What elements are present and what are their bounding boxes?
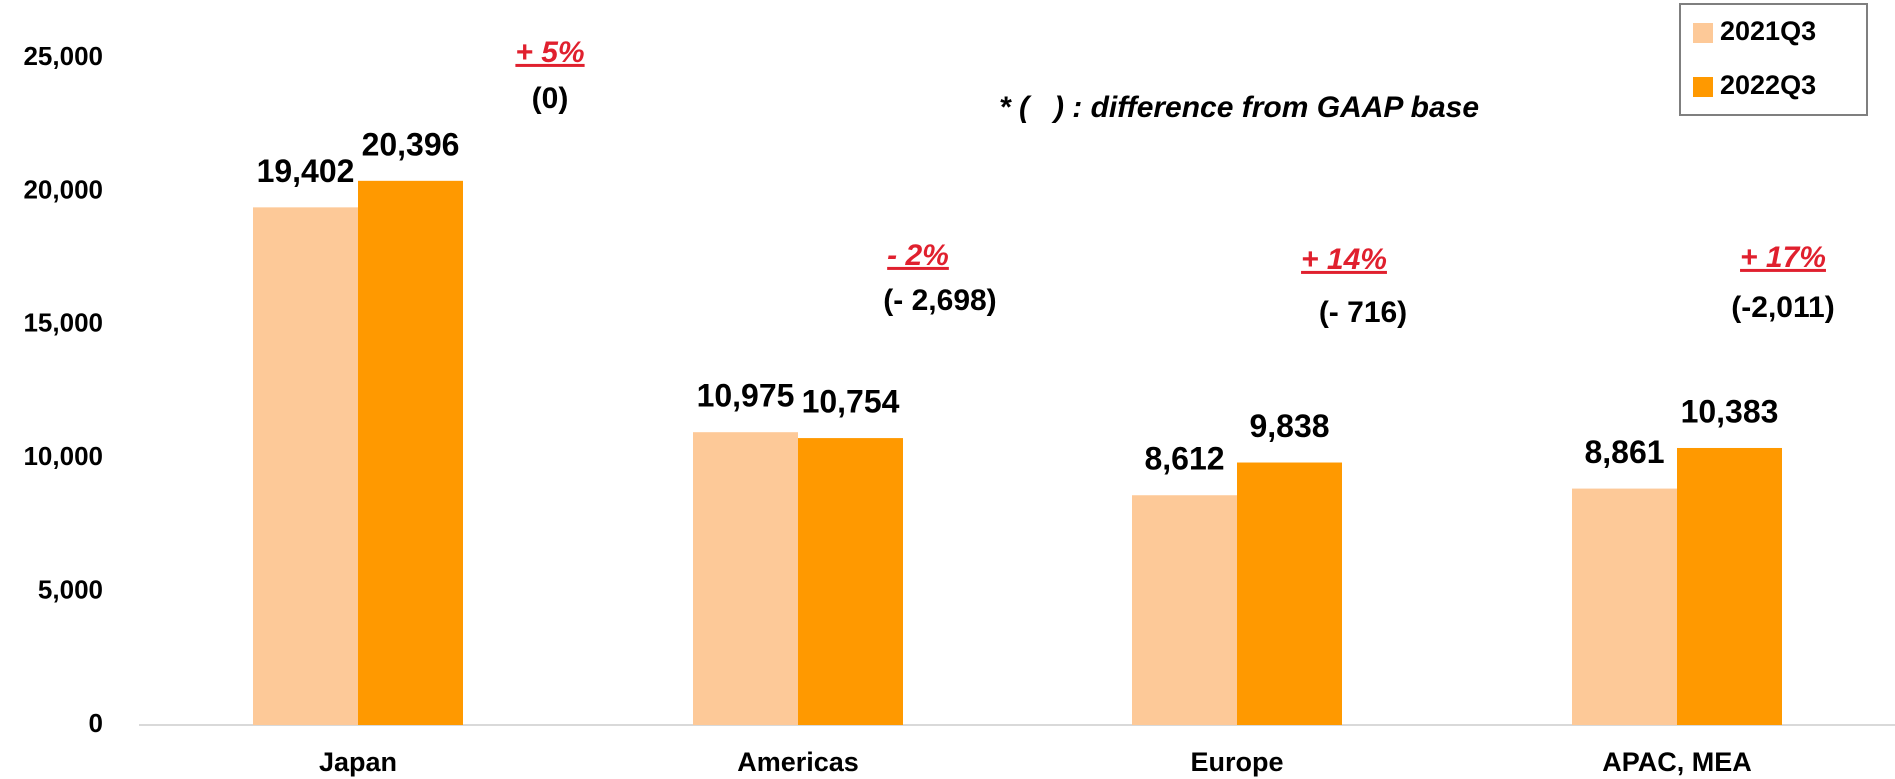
value-label: 20,396 bbox=[362, 126, 460, 162]
gaap-diff-label: (- 716) bbox=[1319, 296, 1407, 329]
legend-label: 2022Q3 bbox=[1720, 70, 1816, 100]
value-label: 9,838 bbox=[1249, 408, 1329, 444]
y-tick-label: 5,000 bbox=[38, 574, 103, 604]
value-label: 8,612 bbox=[1144, 441, 1224, 477]
x-tick-label: APAC, MEA bbox=[1602, 747, 1752, 777]
growth-label: + 17% bbox=[1740, 241, 1826, 274]
legend-label: 2021Q3 bbox=[1720, 16, 1816, 46]
legend-swatch bbox=[1693, 77, 1713, 97]
growth-label: + 14% bbox=[1301, 243, 1387, 276]
y-tick-label: 15,000 bbox=[23, 308, 103, 338]
bar bbox=[693, 432, 798, 725]
note: * ( ) : difference from GAAP base bbox=[999, 91, 1479, 124]
value-label: 19,402 bbox=[257, 153, 355, 189]
y-tick-label: 10,000 bbox=[23, 441, 103, 471]
x-tick-label: Japan bbox=[319, 747, 397, 777]
value-label: 10,975 bbox=[697, 378, 795, 414]
bar bbox=[1237, 462, 1342, 725]
bar bbox=[1132, 495, 1237, 725]
bar bbox=[1572, 488, 1677, 725]
legend-swatch bbox=[1693, 23, 1713, 43]
x-tick-label: Americas bbox=[737, 747, 859, 777]
y-tick-label: 0 bbox=[89, 708, 103, 738]
value-label: 10,754 bbox=[802, 384, 900, 420]
bar bbox=[253, 207, 358, 726]
value-label: 10,383 bbox=[1681, 393, 1779, 429]
y-tick-label: 20,000 bbox=[23, 174, 103, 204]
x-tick-label: Europe bbox=[1190, 747, 1283, 777]
growth-label: + 5% bbox=[515, 36, 584, 69]
gaap-diff-label: (0) bbox=[532, 82, 569, 115]
bar bbox=[1677, 447, 1782, 725]
value-label: 8,861 bbox=[1584, 434, 1664, 470]
gaap-diff-label: (-2,011) bbox=[1731, 291, 1834, 324]
bar bbox=[798, 438, 903, 725]
growth-label: - 2% bbox=[887, 239, 949, 272]
gaap-diff-label: (- 2,698) bbox=[883, 284, 996, 317]
y-tick-label: 25,000 bbox=[23, 41, 103, 71]
bar bbox=[358, 180, 463, 725]
